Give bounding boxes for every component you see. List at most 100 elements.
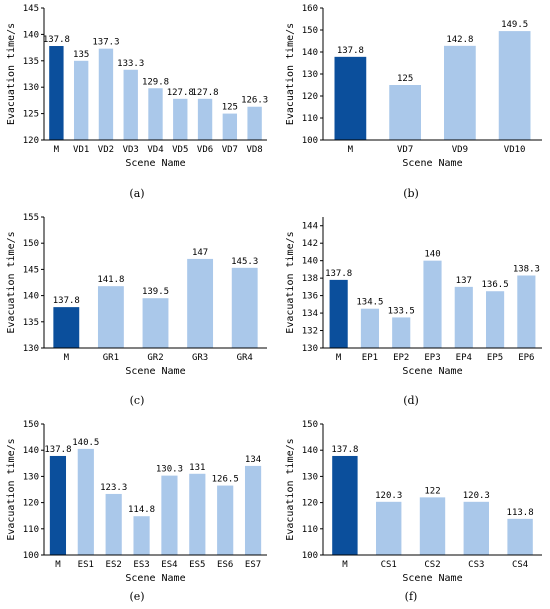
x-tick-label-gr1: GR1	[103, 353, 119, 363]
x-axis-title: Scene Name	[125, 158, 185, 169]
bar-m	[334, 56, 367, 141]
x-tick-label-cs2: CS2	[424, 560, 440, 570]
data-label-ep5: 136.5	[482, 280, 509, 290]
panel-label: (f)	[405, 590, 418, 603]
data-label-vd7: 125	[222, 103, 238, 113]
data-label-vd9: 142.8	[446, 35, 473, 45]
bar-vd2	[98, 48, 114, 140]
x-tick-label-es7: ES7	[245, 560, 261, 570]
bar-ep1	[360, 308, 380, 348]
data-label-vd1: 135	[73, 50, 89, 60]
panel-label: (c)	[130, 394, 145, 407]
x-tick-label-es1: ES1	[78, 560, 94, 570]
y-axis-title: Evacuation time/s	[6, 23, 17, 125]
data-label-cs3: 120.3	[463, 491, 490, 501]
y-tick-label: 110	[23, 525, 39, 535]
y-tick-label: 150	[302, 26, 318, 36]
data-label-m: 137.8	[53, 296, 80, 306]
bar-es2	[105, 493, 122, 555]
y-axis-title: Evacuation time/s	[285, 23, 296, 125]
x-tick-label-vd4: VD4	[147, 145, 163, 155]
data-label-cs1: 120.3	[375, 491, 402, 501]
y-tick-label: 136	[302, 292, 318, 302]
x-tick-label-ep2: EP2	[393, 353, 409, 363]
y-tick-label: 150	[302, 420, 318, 430]
bar-es6	[217, 485, 234, 555]
y-tick-label: 140	[302, 446, 318, 456]
y-tick-label: 135	[23, 57, 39, 67]
x-tick-label-es5: ES5	[189, 560, 205, 570]
bar-ep4	[454, 286, 473, 348]
data-label-vd5: 127.8	[167, 88, 194, 98]
bar-es3	[133, 516, 150, 555]
data-label-cs2: 122	[424, 486, 440, 496]
data-label-m: 137.8	[43, 35, 70, 45]
bar-vd5	[173, 98, 188, 140]
x-tick-label-m: M	[54, 145, 60, 155]
data-label-es1: 140.5	[72, 438, 99, 448]
y-tick-label: 130	[23, 83, 39, 93]
data-label-ep2: 133.5	[388, 306, 415, 316]
data-label-ep6: 138.3	[513, 265, 540, 275]
bar-es5	[189, 473, 206, 555]
y-tick-label: 100	[23, 551, 39, 561]
bar-vd6	[197, 98, 213, 140]
bar-gr2	[142, 298, 169, 348]
panel-label: (a)	[129, 187, 144, 200]
y-tick-label: 138	[302, 274, 318, 284]
y-tick-label: 150	[23, 420, 39, 430]
y-axis-title: Evacuation time/s	[6, 438, 17, 540]
bar-es1	[77, 448, 94, 555]
y-tick-label: 130	[23, 344, 39, 354]
data-label-ep1: 134.5	[356, 298, 383, 308]
y-tick-label: 140	[23, 30, 39, 40]
bar-m	[49, 46, 64, 140]
y-tick-label: 120	[302, 92, 318, 102]
x-tick-label-vd7: VD7	[222, 145, 238, 155]
y-tick-label: 160	[302, 4, 318, 14]
bar-m	[53, 307, 80, 348]
bar-vd9	[444, 45, 476, 141]
y-tick-label: 110	[302, 525, 318, 535]
bar-ep3	[423, 260, 442, 348]
y-tick-label: 130	[23, 472, 39, 482]
x-tick-label-vd8: VD8	[246, 145, 262, 155]
bar-vd7	[389, 85, 421, 140]
bar-m	[49, 455, 67, 555]
data-label-es3: 114.8	[128, 505, 155, 515]
bar-m	[329, 279, 348, 348]
y-axis-title: Evacuation time/s	[285, 231, 296, 333]
bar-vd10	[498, 31, 531, 141]
y-axis-title: Evacuation time/s	[285, 438, 296, 540]
x-tick-label-m: M	[55, 560, 61, 570]
x-tick-label-es3: ES3	[133, 560, 149, 570]
chart-panel-5: 137.8 M 140.5 ES1 123.3 ES2 114.8 ES3 130.3 ES4 13…	[6, 420, 267, 603]
y-tick-label: 130	[302, 472, 318, 482]
y-tick-label: 155	[23, 213, 39, 223]
data-label-vd8: 126.3	[241, 96, 268, 106]
x-tick-label-vd6: VD6	[197, 145, 213, 155]
data-label-vd4: 129.8	[142, 77, 169, 87]
y-tick-label: 144	[302, 222, 318, 232]
x-axis-title: Scene Name	[402, 158, 462, 169]
data-label-ep4: 137	[456, 276, 472, 286]
data-label-vd7: 125	[397, 74, 413, 84]
bar-m	[332, 455, 358, 555]
y-tick-label: 145	[23, 4, 39, 14]
x-tick-label-vd3: VD3	[123, 145, 139, 155]
y-tick-label: 130	[302, 70, 318, 80]
x-tick-label-ep1: EP1	[362, 353, 378, 363]
data-label-gr2: 139.5	[142, 287, 169, 297]
y-tick-label: 130	[302, 344, 318, 354]
bar-vd1	[73, 60, 89, 140]
x-tick-label-m: M	[64, 353, 70, 363]
y-tick-label: 140	[302, 48, 318, 58]
data-label-es7: 134	[245, 455, 261, 465]
y-tick-label: 125	[23, 110, 39, 120]
y-tick-label: 134	[302, 309, 318, 319]
y-tick-label: 140	[23, 446, 39, 456]
panel-label: (b)	[403, 187, 419, 200]
x-tick-label-vd10: VD10	[504, 145, 526, 155]
x-tick-label-vd2: VD2	[98, 145, 114, 155]
